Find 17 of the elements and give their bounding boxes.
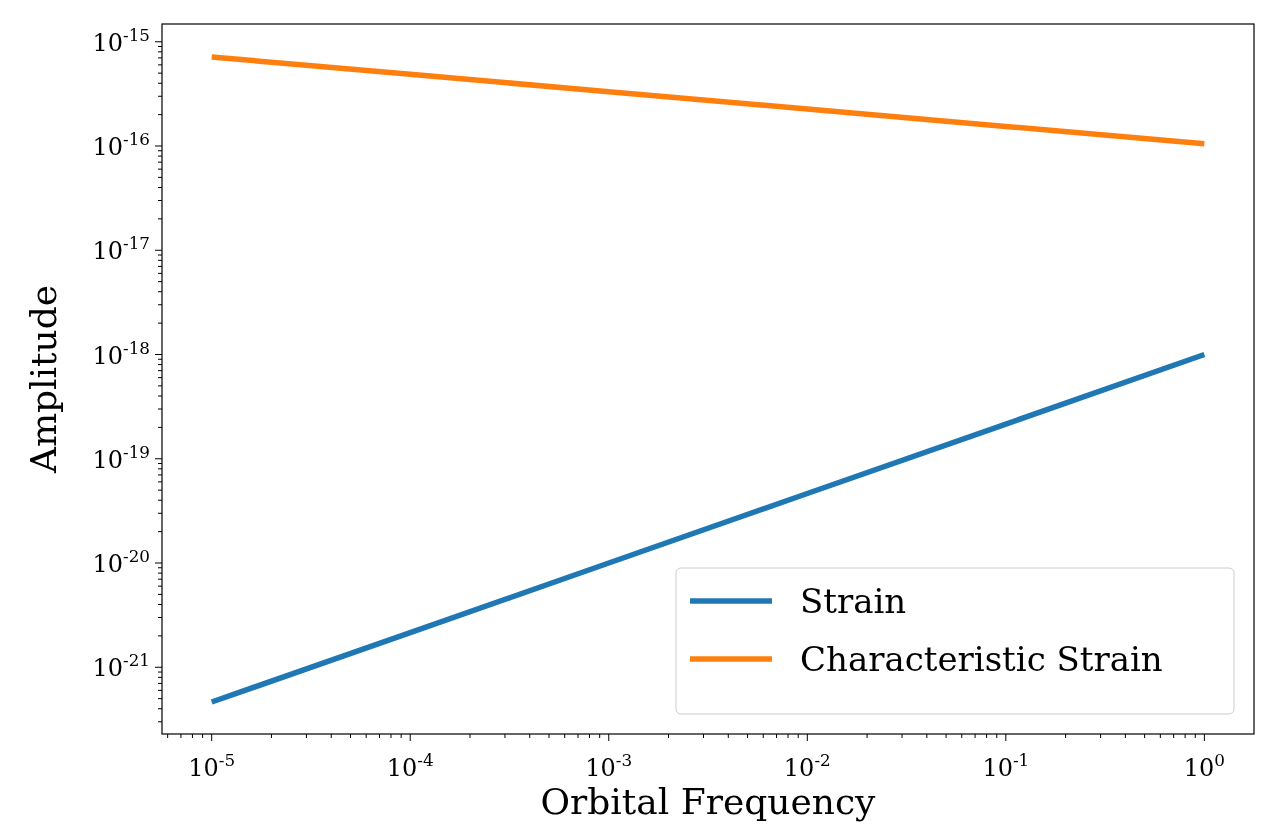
- y-tick-label: 10$^{-17}$: [92, 233, 150, 266]
- y-tick-label: 10$^{-21}$: [92, 650, 150, 683]
- legend-label: Characteristic Strain: [800, 639, 1163, 679]
- x-tick-label: 10$^{-4}$: [386, 750, 434, 782]
- x-tick-label: 10$^{0}$: [1183, 750, 1225, 782]
- y-tick-label: 10$^{-18}$: [92, 337, 150, 370]
- y-axis-title: Amplitude: [23, 284, 64, 475]
- x-tick-label: 10$^{-5}$: [188, 750, 236, 782]
- x-tick-label: 10$^{-3}$: [585, 750, 633, 782]
- x-axis-title: Orbital Frequency: [540, 781, 877, 822]
- y-tick-label: 10$^{-20}$: [92, 546, 150, 579]
- y-tick-label: 10$^{-15}$: [92, 24, 150, 57]
- x-tick-label: 10$^{-2}$: [783, 750, 831, 782]
- x-tick-label: 10$^{-1}$: [982, 750, 1030, 782]
- legend-label: Strain: [800, 581, 907, 621]
- y-tick-label: 10$^{-16}$: [92, 129, 150, 161]
- y-tick-label: 10$^{-19}$: [92, 441, 150, 474]
